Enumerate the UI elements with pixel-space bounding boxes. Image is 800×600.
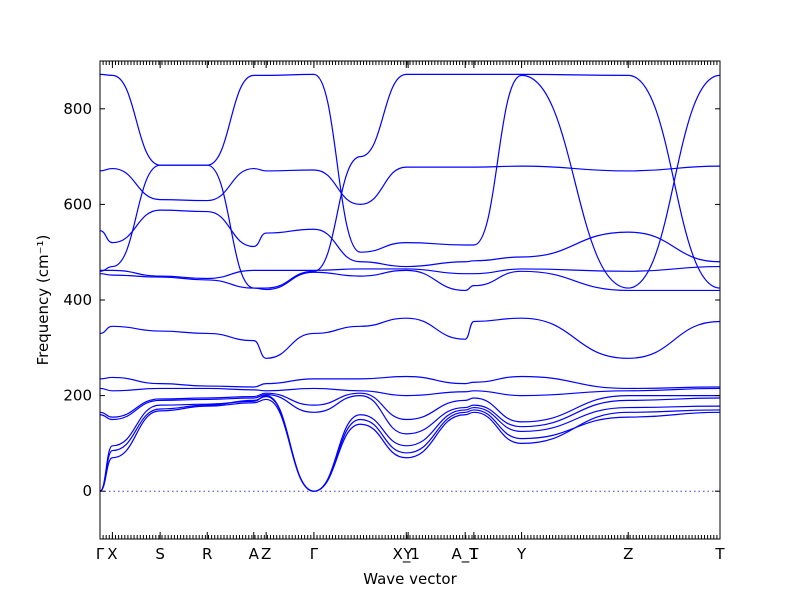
x-tick-label: T: [714, 545, 725, 563]
phonon-band-1: [99, 395, 721, 492]
phonon-band-8: [99, 317, 721, 359]
phonon-band-13: [99, 73, 721, 289]
x-tick-label: Γ: [310, 545, 319, 563]
phonon-band-7: [99, 375, 721, 390]
y-tick-label: 0: [82, 482, 92, 500]
x-tick-label: S: [155, 545, 165, 563]
x-tick-label: Y: [516, 545, 527, 563]
y-tick-label: 600: [63, 195, 92, 213]
x-tick-label: X: [107, 545, 117, 563]
phonon-band-12: [99, 165, 721, 206]
x-tick-label: R: [202, 545, 212, 563]
x-tick-label: Y: [403, 545, 414, 563]
x-tick-label: Z: [261, 545, 271, 563]
x-tick-label: T: [468, 545, 479, 563]
phonon-band-3: [99, 394, 721, 492]
phonon-band-14: [99, 73, 721, 289]
phonon-band-6: [99, 387, 721, 397]
y-tick-label: 800: [63, 100, 92, 118]
x-tick-label: A_1: [452, 545, 479, 564]
phonon-band-11: [99, 209, 721, 268]
x-axis-label: Wave vector: [363, 570, 457, 588]
phonon-band-2: [99, 398, 721, 492]
y-tick-label: 400: [63, 291, 92, 309]
x-tick-label: A: [249, 545, 260, 563]
phonon-band-4: [99, 394, 721, 435]
plot-frame: [99, 60, 721, 540]
y-tick-label: 200: [63, 387, 92, 405]
x-tick-label: X_1: [393, 545, 420, 564]
x-tick-label: Γ: [96, 545, 105, 563]
phonon-band-9: [99, 269, 720, 292]
y-axis-label: Frequency (cm⁻¹): [34, 235, 52, 366]
x-tick-label: Z: [623, 545, 633, 563]
phonon-band-5: [99, 392, 720, 423]
phonon-band-10: [99, 265, 721, 280]
